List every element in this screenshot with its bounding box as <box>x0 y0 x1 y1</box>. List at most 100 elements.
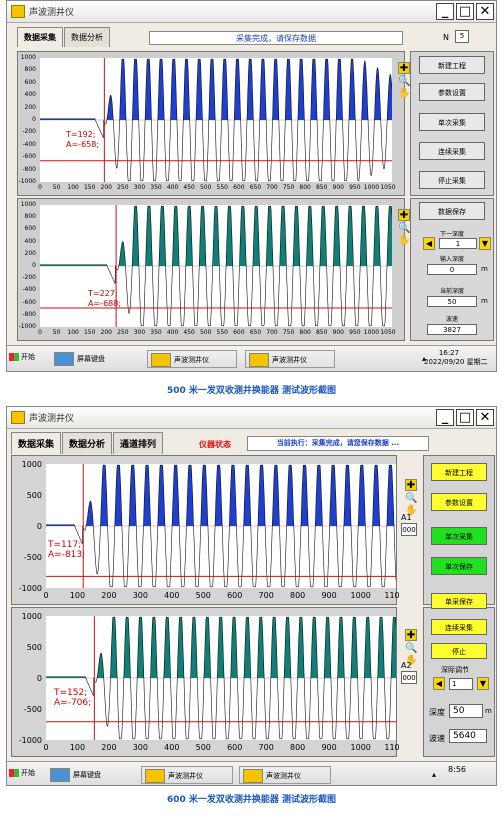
y-tick-label: 0 <box>32 116 36 123</box>
t-readout: T=117; <box>48 540 82 550</box>
minimize-icon[interactable]: _ <box>436 3 454 20</box>
increase-arrow-icon[interactable]: ▼ <box>479 237 491 250</box>
waveform-panel-1: T=117; A=-813; 1000 500 0 -500 -1000 0 100 200 3… <box>11 455 400 605</box>
caption-600m: 600 米一发双收测井换能器 测试波形截图 <box>166 795 337 805</box>
tray-icon[interactable]: ▴ <box>431 770 436 779</box>
crosshair-icon[interactable]: ✚ <box>405 629 417 641</box>
y-tick-label: 600 <box>24 78 36 86</box>
taskbar-item-keyboard[interactable]: 屏幕键盘 <box>51 350 105 368</box>
window-title: 声波测井仪 <box>29 8 75 18</box>
status-message: 当前执行：采集完成，请您保存数据 ... <box>247 436 429 451</box>
crosshair-icon[interactable]: ✚ <box>398 62 410 74</box>
pan-hand-icon[interactable]: ✋ <box>398 88 411 99</box>
input-depth-field[interactable]: 0 <box>427 264 477 275</box>
pan-hand-icon[interactable]: ✋ <box>405 505 418 516</box>
pan-hand-icon[interactable]: ✋ <box>405 655 418 666</box>
stop-acquire-button[interactable]: 停止采集 <box>419 171 485 189</box>
save-data-button[interactable]: 数据保存 <box>419 202 485 220</box>
title-bar: 声波测井仪 _ □ ✕ <box>7 407 496 429</box>
taskbar-item-app-2[interactable]: 声波测井仪 <box>245 350 335 368</box>
crosshair-icon[interactable]: ✚ <box>398 209 410 221</box>
zoom-icon[interactable]: 🔍 <box>405 493 418 504</box>
waveform-trace <box>46 616 397 740</box>
tab-data-acquisition[interactable]: 数据采集 <box>17 27 63 47</box>
x-tick-label: 400 <box>166 329 179 336</box>
tab-channel-layout[interactable]: 通道排列 <box>113 432 164 454</box>
waveform-plot-2 <box>46 616 397 740</box>
a2-field[interactable]: 000 <box>401 671 417 684</box>
tab-data-analysis[interactable]: 数据分析 <box>64 27 110 47</box>
maximize-icon[interactable]: □ <box>456 3 474 20</box>
cursor-readout-2: T=227; A=-688; <box>88 289 121 309</box>
x-tick-label: 110 <box>384 743 400 752</box>
close-icon[interactable]: ✕ <box>476 409 494 426</box>
y-tick-label: 1000 <box>21 460 42 469</box>
close-icon[interactable]: ✕ <box>476 3 494 20</box>
x-tick-label: 650 <box>249 184 262 191</box>
zoom-icon[interactable]: 🔍 <box>398 223 411 234</box>
y-tick-label: 400 <box>24 91 36 99</box>
depth-label: 深度 <box>429 708 445 717</box>
x-tick-label: 100 <box>69 743 86 752</box>
x-tick-label: 350 <box>150 329 162 336</box>
waveform-chart-2 <box>40 205 393 327</box>
increase-arrow-icon[interactable]: ▼ <box>477 677 489 690</box>
waveform-plot-1 <box>46 464 397 588</box>
single-save-button[interactable]: 单次保存 <box>431 557 487 575</box>
x-tick-label: 500 <box>195 743 211 752</box>
x-tick-label: 500 <box>199 329 212 336</box>
taskbar-item-app-2[interactable]: 声波测井仪 <box>239 766 331 784</box>
continuous-acquire-button[interactable]: 连续采集 <box>431 619 487 635</box>
acquire-save-button[interactable]: 单采保存 <box>431 593 487 609</box>
x-tick-label: 700 <box>258 743 274 752</box>
waveform-chart-1 <box>46 464 397 588</box>
maximize-icon[interactable]: □ <box>456 409 474 426</box>
single-acquire-button[interactable]: 单次采集 <box>419 113 485 131</box>
a1-field[interactable]: 000 <box>401 523 417 536</box>
decrease-arrow-icon[interactable]: ◀ <box>423 237 435 250</box>
pan-hand-icon[interactable]: ✋ <box>398 235 411 246</box>
start-button[interactable]: 开始 <box>9 768 35 778</box>
zoom-icon[interactable]: 🔍 <box>405 643 418 654</box>
taskbar-item-keyboard[interactable]: 屏幕键盘 <box>47 766 101 784</box>
n-input[interactable]: 5 <box>455 30 469 43</box>
tab-data-analysis[interactable]: 数据分析 <box>62 432 113 454</box>
parameter-settings-button[interactable]: 参数设置 <box>431 493 487 511</box>
y-tick-label: 800 <box>24 66 36 74</box>
x-tick-label: 100 <box>69 591 86 600</box>
y-tick-label: -800 <box>22 165 36 173</box>
x-tick-label: 550 <box>216 184 228 191</box>
y-tick-label: 500 <box>26 643 42 652</box>
x-tick-label: 300 <box>133 329 146 336</box>
y-tick-label: -400 <box>22 140 36 148</box>
depth-step-input[interactable]: 1 <box>449 678 473 690</box>
decrease-arrow-icon[interactable]: ◀ <box>433 677 445 690</box>
next-depth-input[interactable]: 1 <box>439 238 477 249</box>
start-button[interactable]: 开始 <box>9 352 35 362</box>
x-tick-label: 250 <box>117 184 129 191</box>
depth-field: 50 <box>449 704 483 718</box>
x-tick-label: 750 <box>282 329 295 336</box>
velocity-field: 5640 <box>449 729 487 743</box>
parameter-settings-button[interactable]: 参数设置 <box>419 83 485 101</box>
tab-data-acquisition[interactable]: 数据采集 <box>11 432 62 454</box>
new-project-button[interactable]: 新建工程 <box>419 56 485 74</box>
taskbar-item-app-1[interactable]: 声波测井仪 <box>141 766 233 784</box>
waveform-positive-fill <box>46 617 396 678</box>
new-project-button[interactable]: 新建工程 <box>431 463 487 481</box>
minimize-icon[interactable]: _ <box>436 409 454 426</box>
stop-button[interactable]: 停止 <box>431 643 487 659</box>
tray-icon[interactable]: ▴ <box>421 354 426 363</box>
waveform-chart-2 <box>46 616 397 740</box>
x-tick-label: 50 <box>52 329 61 336</box>
zoom-icon[interactable]: 🔍 <box>398 76 411 87</box>
single-acquire-button[interactable]: 单次采集 <box>431 527 487 545</box>
x-tick-label: 200 <box>101 591 117 600</box>
status-message: 采集完成，请保存数据 <box>149 31 403 45</box>
taskbar-item-app-1[interactable]: 声波测井仪 <box>147 350 237 368</box>
app-icon <box>243 769 263 783</box>
y-tick-label: -200 <box>22 274 36 282</box>
screenshot-500m: 声波测井仪 _ □ ✕ 数据采集 数据分析 采集完成，请保存数据 N 5 T=1… <box>6 0 497 372</box>
crosshair-icon[interactable]: ✚ <box>405 479 417 491</box>
continuous-acquire-button[interactable]: 连续采集 <box>419 142 485 160</box>
